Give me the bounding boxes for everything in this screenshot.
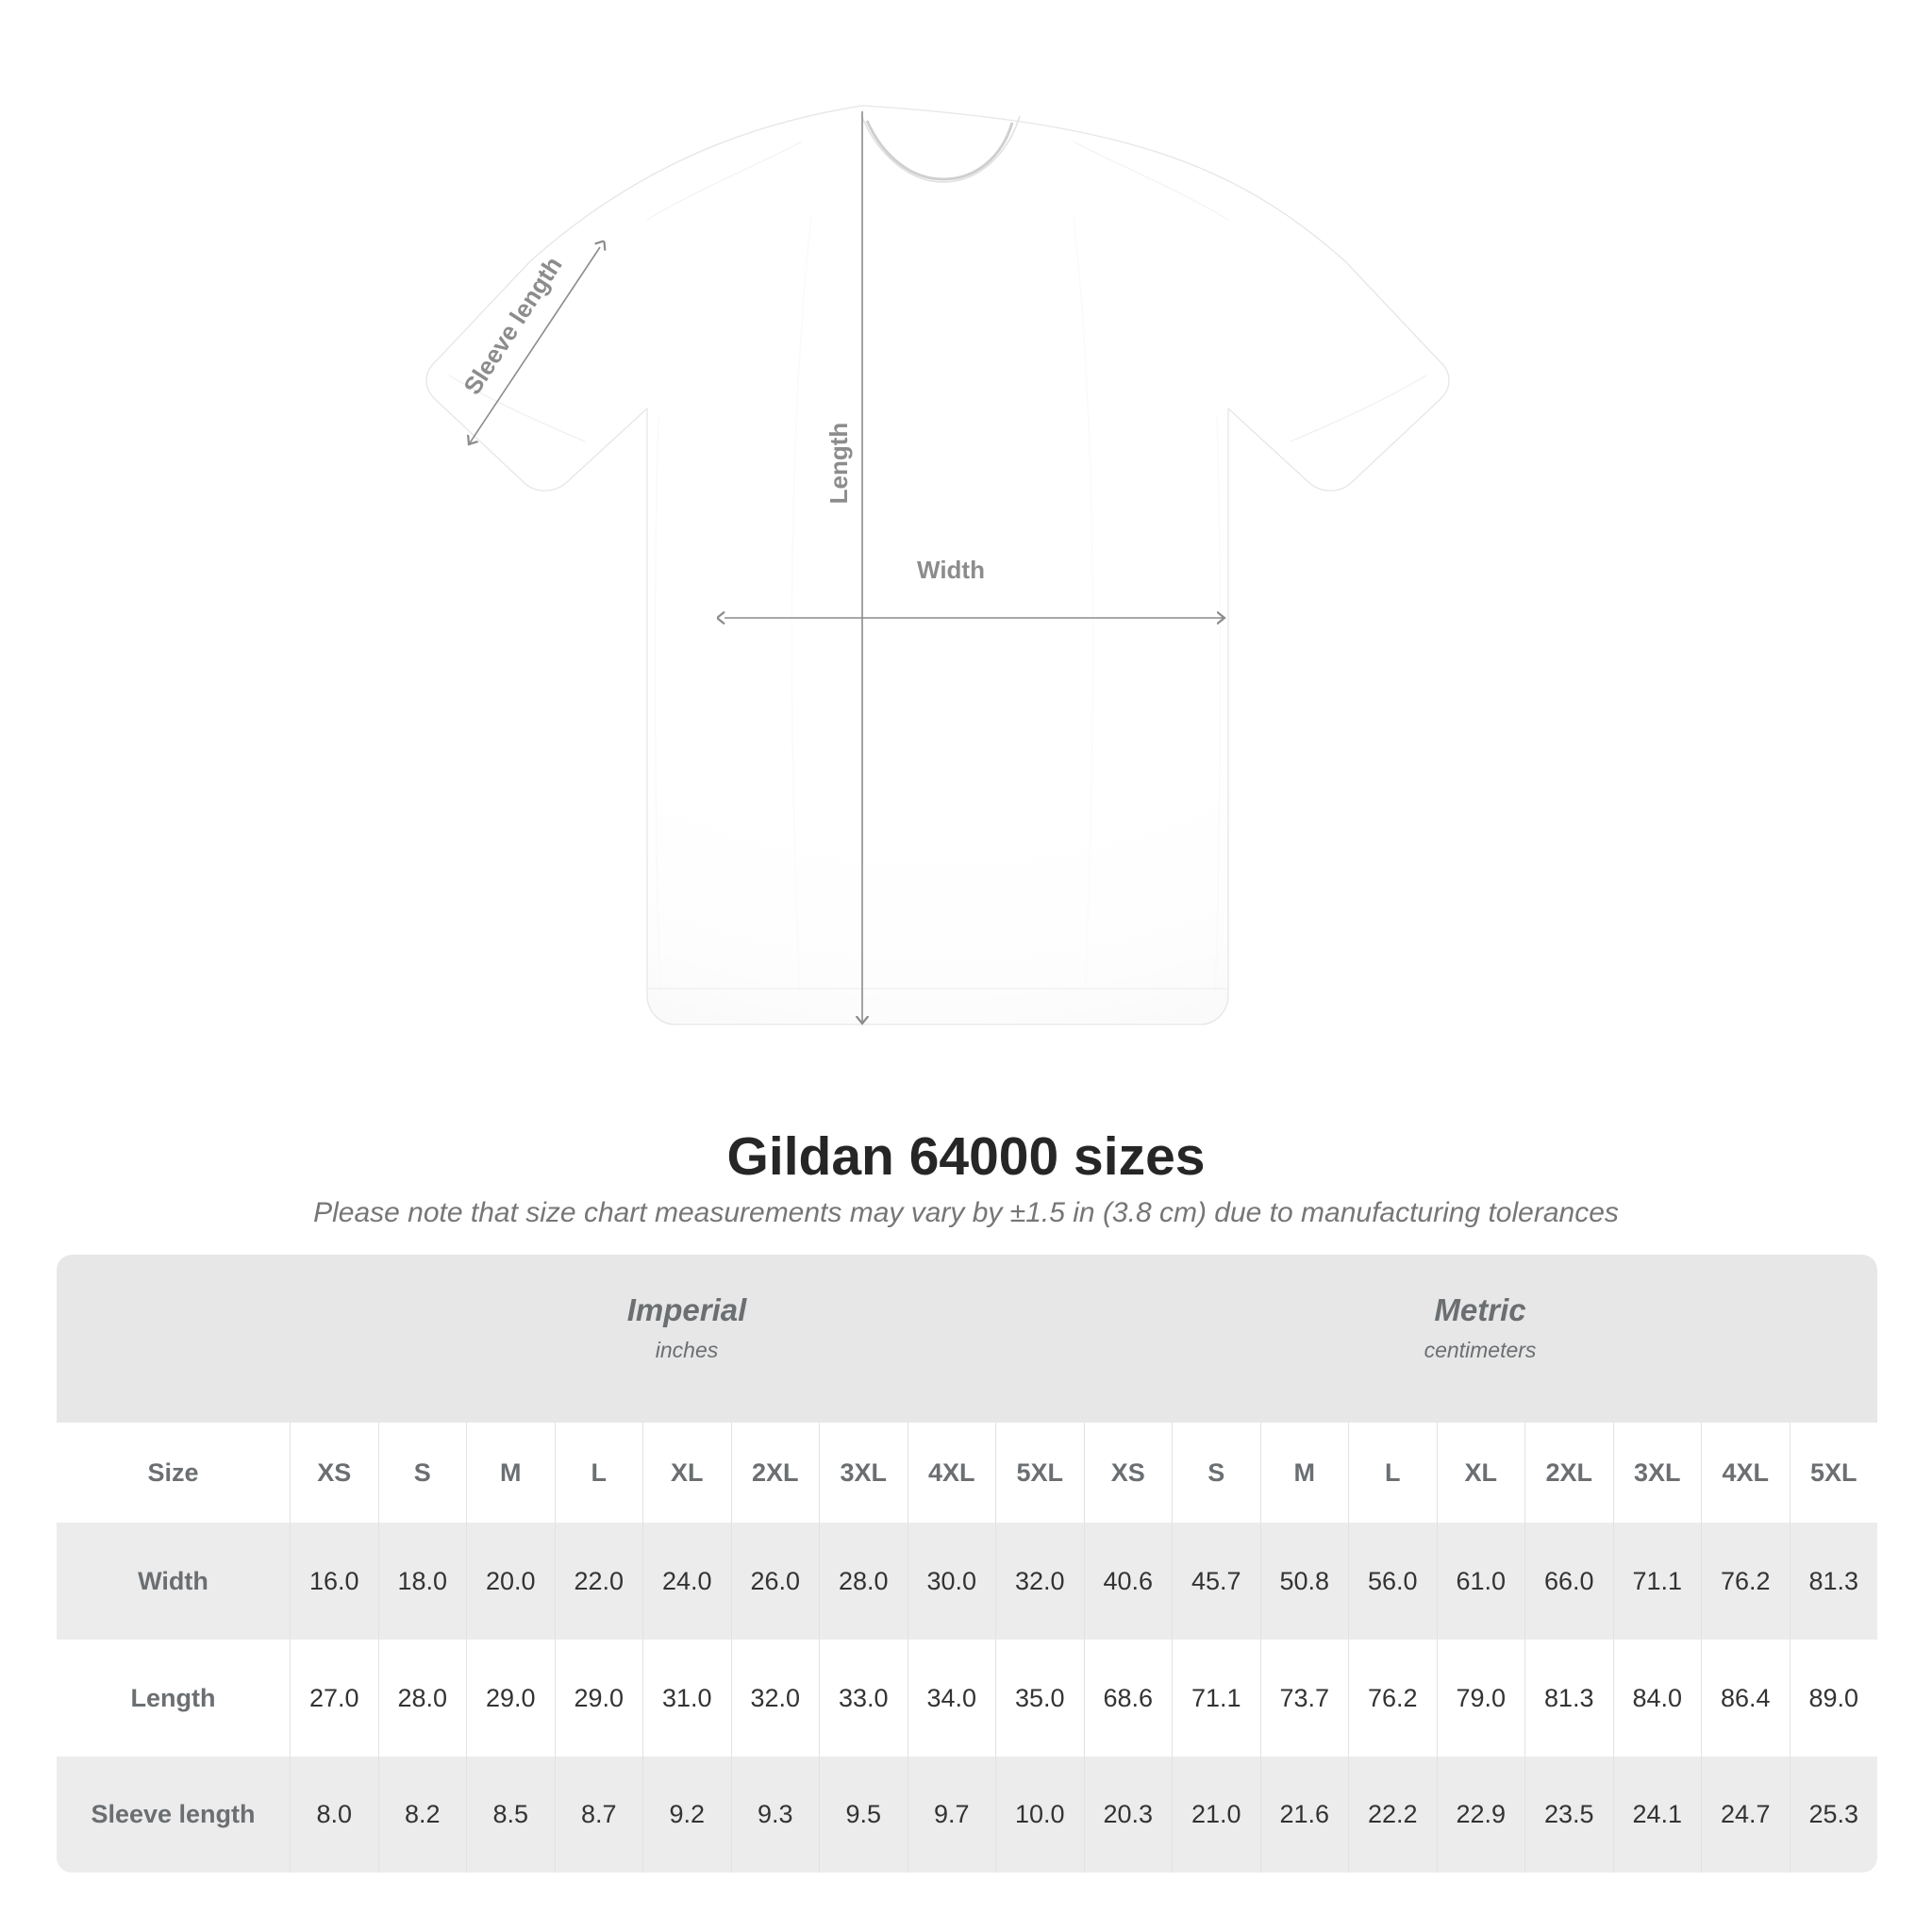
svg-text:Length: Length [824, 423, 853, 505]
svg-text:Width: Width [917, 556, 985, 584]
